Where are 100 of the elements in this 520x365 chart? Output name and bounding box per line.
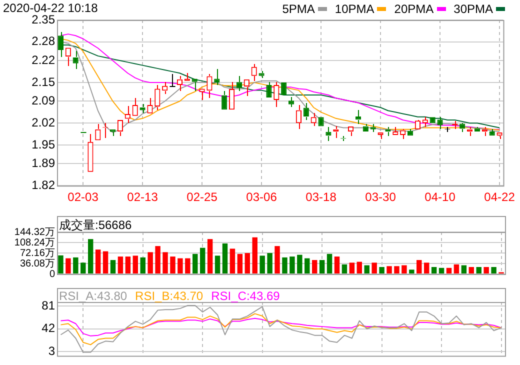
bar xyxy=(424,262,430,274)
y-tick-label: 2.15 xyxy=(32,74,56,89)
bar xyxy=(178,258,183,274)
y-tick-label: 144.32万 xyxy=(14,226,55,238)
bar xyxy=(230,248,236,274)
candlestick xyxy=(192,78,198,92)
bar xyxy=(222,243,228,274)
y-tick-label: 1.89 xyxy=(32,156,56,170)
candlestick xyxy=(274,82,280,108)
bar xyxy=(185,258,190,274)
candlestick xyxy=(489,128,495,136)
candlestick xyxy=(124,106,130,124)
bar xyxy=(66,258,71,274)
y-tick-label: 2.02 xyxy=(32,115,56,130)
bar xyxy=(394,266,400,274)
bar xyxy=(446,268,452,274)
bar xyxy=(379,267,384,274)
bar xyxy=(58,255,64,274)
bar xyxy=(290,256,295,274)
candlestick xyxy=(228,82,235,110)
bar xyxy=(334,256,340,274)
bar xyxy=(207,239,213,274)
legend-label: 30PMA xyxy=(454,2,493,16)
candlestick xyxy=(460,122,466,132)
bar xyxy=(454,264,460,274)
bar xyxy=(326,254,332,274)
bar xyxy=(200,248,206,274)
candlestick xyxy=(95,124,101,140)
y-tick-label: 0 xyxy=(49,268,56,280)
bar xyxy=(148,252,153,274)
bar xyxy=(342,264,348,274)
bar xyxy=(304,258,310,274)
bar xyxy=(409,270,414,274)
bar xyxy=(274,246,280,274)
candlestick xyxy=(266,82,272,98)
x-tick-label: 04-10 xyxy=(424,190,456,204)
bar xyxy=(386,266,392,274)
bar xyxy=(402,265,407,274)
bar xyxy=(192,254,198,274)
y-tick-label: 2.09 xyxy=(32,94,56,108)
candlestick xyxy=(154,84,160,110)
candlestick xyxy=(117,120,124,136)
series-label: RSI_B:43.70 xyxy=(135,289,204,303)
candlestick xyxy=(140,104,146,114)
bar xyxy=(125,256,131,274)
candlestick xyxy=(58,32,64,58)
bar xyxy=(416,260,422,274)
bar xyxy=(282,257,288,274)
bar xyxy=(237,254,243,274)
bar xyxy=(80,262,86,274)
candlestick xyxy=(407,128,414,136)
y-tick-label: 42 xyxy=(42,321,56,336)
candlestick xyxy=(326,126,332,142)
y-tick-label: 1.95 xyxy=(32,137,56,152)
bar xyxy=(364,265,370,274)
bar xyxy=(491,267,496,274)
legend-label: 5PMA xyxy=(282,2,315,16)
candlestick xyxy=(214,68,220,86)
x-tick-label: 03-18 xyxy=(306,190,337,204)
bar xyxy=(88,239,94,274)
x-tick-label: 03-30 xyxy=(365,190,396,204)
candlestick xyxy=(437,116,443,130)
candlestick xyxy=(362,124,368,132)
candlestick xyxy=(496,132,502,140)
y-tick-label: 72.16万 xyxy=(20,248,55,259)
bar xyxy=(461,265,467,274)
bar xyxy=(319,260,325,274)
bar xyxy=(297,254,302,274)
bar xyxy=(267,253,272,274)
candlestick xyxy=(169,74,176,87)
bar xyxy=(170,256,176,274)
candlestick xyxy=(378,132,384,140)
bar xyxy=(110,260,116,274)
y-tick-label: 2.22 xyxy=(32,52,56,67)
bar xyxy=(476,267,482,274)
candlestick xyxy=(199,88,205,100)
bar xyxy=(260,256,265,274)
bar xyxy=(484,267,489,274)
candlestick xyxy=(422,116,428,128)
candlestick xyxy=(132,98,138,116)
bar xyxy=(468,267,474,274)
series-label: RSI_C:43.69 xyxy=(211,289,280,303)
bar xyxy=(118,256,124,274)
x-tick-label: 02-25 xyxy=(186,190,218,204)
series-label: RSI_A:43.80 xyxy=(59,289,128,303)
y-tick-label: 3 xyxy=(48,344,56,358)
candlestick xyxy=(206,74,212,98)
bar xyxy=(312,260,318,274)
bar xyxy=(162,252,168,274)
y-tick-label: 1.82 xyxy=(32,178,56,192)
bar xyxy=(95,250,101,274)
candlestick xyxy=(222,90,228,110)
y-tick-label: 2.35 xyxy=(32,12,56,26)
candlestick xyxy=(72,50,78,70)
annotation: 成交量:56686 xyxy=(59,217,132,234)
candlestick xyxy=(258,70,264,78)
candlestick xyxy=(110,129,116,136)
bar xyxy=(214,256,220,274)
y-tick-label: 36.08万 xyxy=(20,258,55,270)
bar xyxy=(438,268,444,274)
